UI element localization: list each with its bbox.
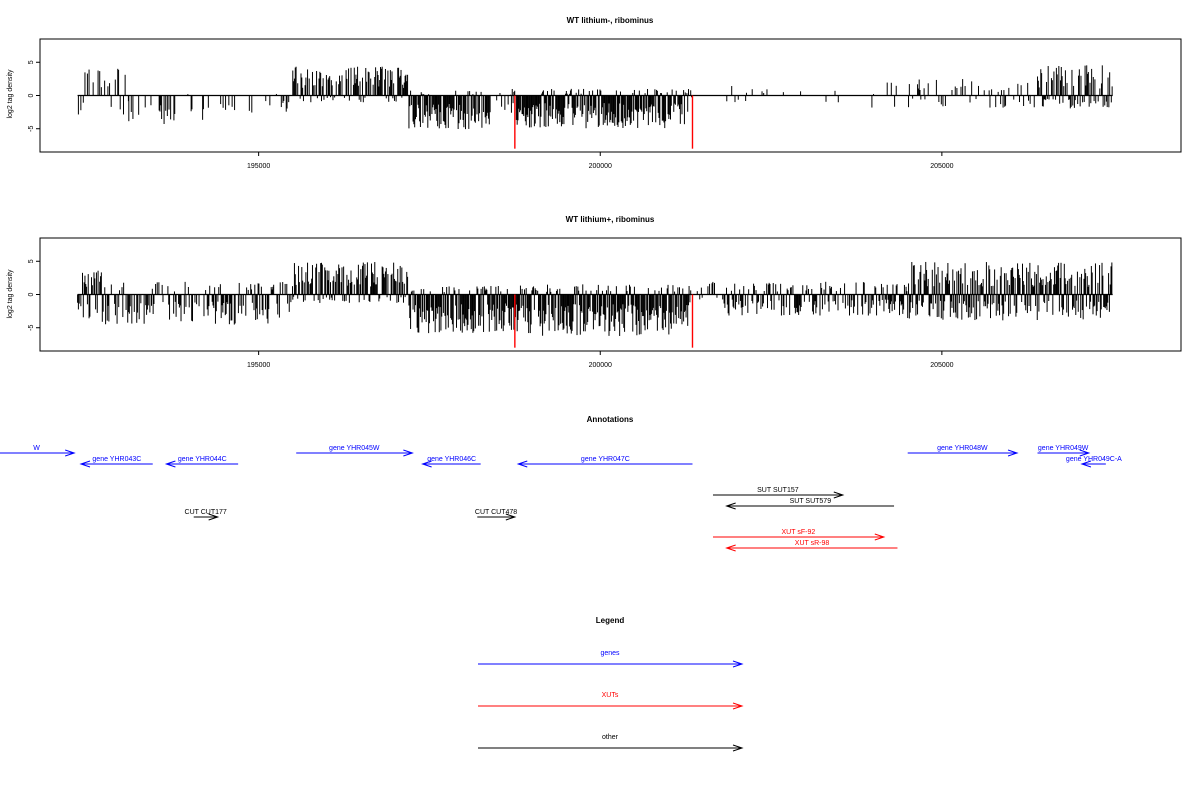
feature-label: SUT SUT157 — [757, 487, 799, 494]
y-tick-label: 0 — [28, 93, 35, 97]
legend-item-genes: genes — [478, 650, 744, 668]
x-tick-label: 200000 — [589, 163, 612, 170]
x-tick-label: 205000 — [930, 163, 953, 170]
legend: Legend genes XUTs other — [478, 616, 744, 752]
feature-0: W — [0, 445, 76, 457]
legend-arrow-head — [732, 702, 744, 710]
feature-label: W — [33, 445, 40, 452]
feature-label: XUT sR-98 — [795, 540, 830, 547]
feature-arrow-head — [725, 502, 736, 510]
feature-arrow-head — [421, 460, 432, 468]
plot-frame — [39, 237, 1182, 352]
feature-label: CUT CUT177 — [185, 509, 227, 516]
y-tick-label: -5 — [28, 126, 35, 132]
feature-arrow-head — [833, 491, 845, 499]
feature-5: gene YHR047C — [516, 456, 693, 468]
y-tick-label: -5 — [28, 325, 35, 331]
feature-arrow-head — [516, 460, 528, 468]
y-tick-label: 5 — [28, 60, 35, 64]
feature-8: gene YHR049C-A — [1066, 456, 1122, 468]
y-tick-label: 0 — [28, 292, 35, 296]
feature-arrow-head — [874, 533, 886, 541]
feature-arrow-head — [65, 449, 76, 457]
feature-14: XUT sR-98 — [725, 540, 898, 552]
feature-label: gene YHR048W — [937, 445, 988, 452]
feature-label: gene YHR049W — [1038, 445, 1089, 452]
feature-arrow-head — [505, 513, 517, 521]
y-tick-label: 5 — [28, 259, 35, 263]
panel-lithium-minus: WT lithium-, ribominus log2 tag density … — [7, 16, 1182, 170]
feature-arrow-head — [403, 449, 414, 457]
feature-13: XUT sF-92 — [712, 529, 886, 541]
legend-arrow-head — [732, 660, 744, 668]
y-axis-label: log2 tag density — [7, 269, 14, 319]
feature-label: gene YHR049C-A — [1066, 456, 1122, 463]
feature-label: gene YHR047C — [581, 456, 630, 463]
feature-arrow-head — [1080, 460, 1092, 468]
feature-label: gene YHR044C — [178, 456, 227, 463]
annotations-title: Annotations — [587, 415, 634, 424]
feature-2: gene YHR044C — [164, 456, 239, 468]
feature-9: SUT SUT157 — [712, 487, 845, 499]
legend-label: XUTs — [602, 692, 619, 699]
panel-lithium-plus: WT lithium+, ribominus log2 tag density … — [7, 215, 1182, 369]
feature-arrow-head — [164, 460, 176, 468]
feature-1: gene YHR043C — [79, 456, 153, 468]
x-tick-label: 195000 — [247, 362, 270, 369]
feature-arrow-head — [1007, 449, 1019, 457]
feature-10: SUT SUT579 — [725, 498, 895, 510]
x-tick-label: 200000 — [589, 362, 612, 369]
feature-arrow-head — [79, 460, 91, 468]
feature-4: gene YHR046C — [421, 456, 481, 468]
legend-item-XUTs: XUTs — [478, 692, 744, 710]
legend-title: Legend — [596, 616, 625, 625]
x-tick-label: 205000 — [930, 362, 953, 369]
feature-arrow-head — [1079, 449, 1091, 457]
y-axis-label: log2 tag density — [7, 69, 14, 119]
feature-label: XUT sF-92 — [782, 529, 816, 536]
feature-arrow-head — [208, 513, 220, 521]
feature-11: CUT CUT177 — [185, 509, 227, 521]
feature-label: gene YHR043C — [92, 456, 141, 463]
panel-title: WT lithium+, ribominus — [566, 215, 655, 224]
legend-arrow-head — [732, 744, 744, 752]
feature-label: SUT SUT579 — [790, 498, 832, 505]
feature-label: CUT CUT478 — [475, 509, 517, 516]
feature-6: gene YHR048W — [907, 445, 1019, 457]
feature-arrow-head — [725, 544, 736, 552]
x-tick-label: 195000 — [247, 163, 270, 170]
feature-label: gene YHR046C — [427, 456, 476, 463]
plot-frame — [39, 38, 1182, 153]
legend-item-other: other — [478, 734, 744, 752]
feature-3: gene YHR045W — [296, 445, 414, 457]
feature-label: gene YHR045W — [329, 445, 380, 452]
legend-label: genes — [600, 650, 620, 657]
feature-12: CUT CUT478 — [475, 509, 517, 521]
legend-label: other — [602, 734, 619, 741]
panel-title: WT lithium-, ribominus — [567, 16, 654, 25]
feature-7: gene YHR049W — [1037, 445, 1091, 457]
